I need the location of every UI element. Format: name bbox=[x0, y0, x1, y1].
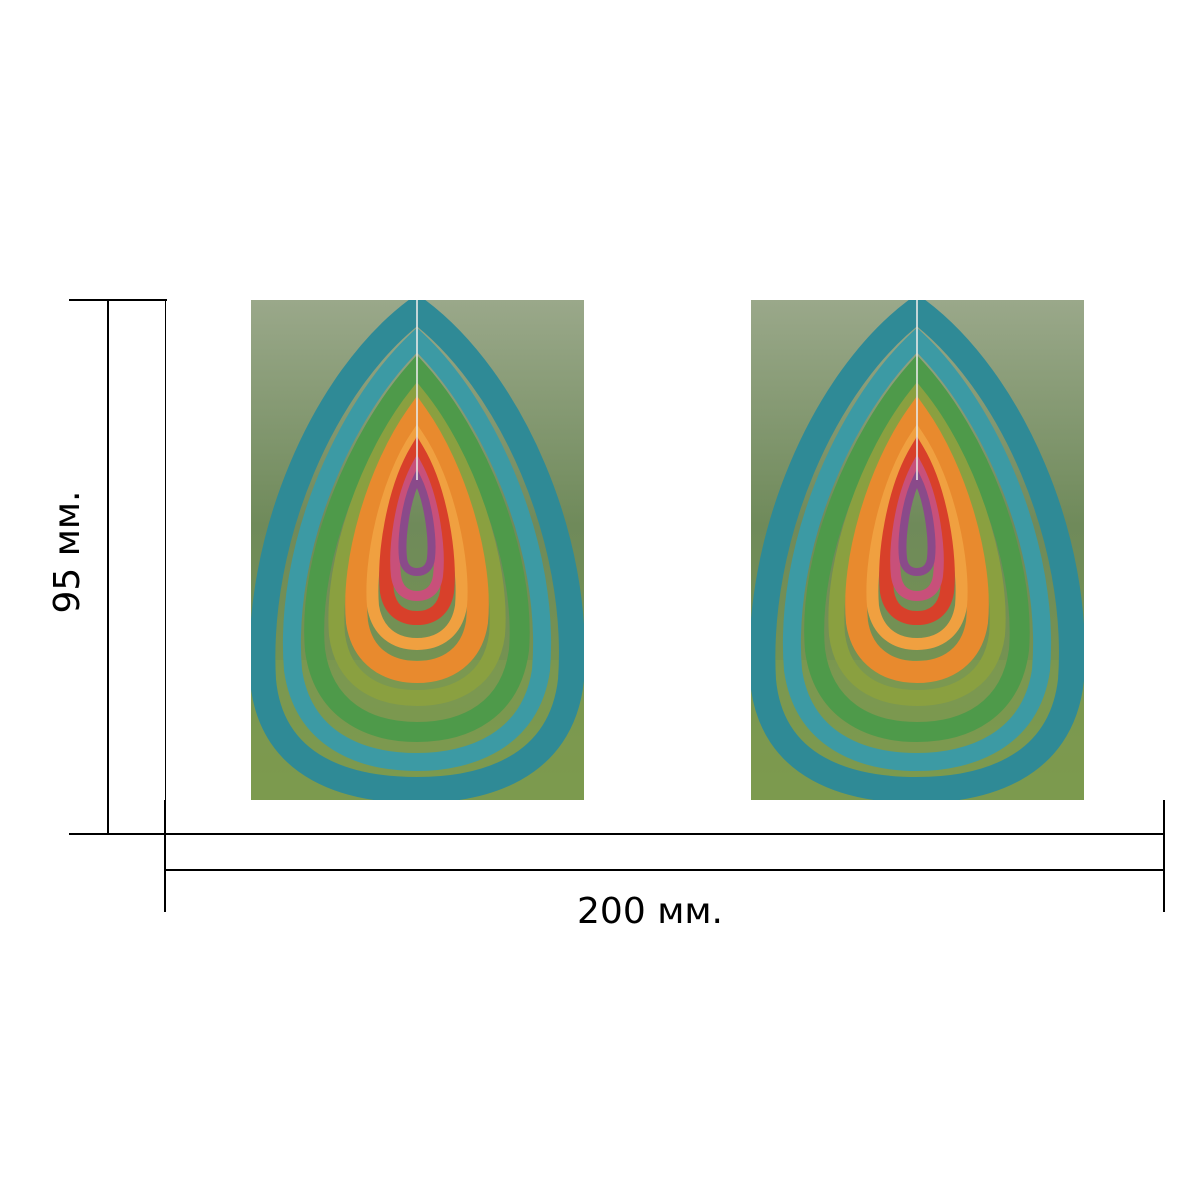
width-dimension-line bbox=[165, 869, 1164, 871]
fabric-rings-illustration bbox=[251, 300, 584, 800]
height-dimension-bottom-tick bbox=[69, 833, 167, 835]
product-photo-right bbox=[751, 300, 1084, 800]
width-dimension-left-tick bbox=[164, 800, 166, 912]
width-dimension-top-line bbox=[165, 833, 1164, 835]
height-dimension-label: 95 мм. bbox=[47, 490, 88, 614]
product-photo-left bbox=[251, 300, 584, 800]
width-dimension-right-tick bbox=[1163, 800, 1165, 912]
width-dimension-label: 200 мм. bbox=[577, 891, 723, 932]
height-dimension-top-tick bbox=[69, 299, 167, 301]
fabric-rings-illustration bbox=[751, 300, 1084, 800]
height-dimension-inner-line bbox=[165, 300, 166, 834]
height-dimension-line bbox=[107, 300, 109, 834]
